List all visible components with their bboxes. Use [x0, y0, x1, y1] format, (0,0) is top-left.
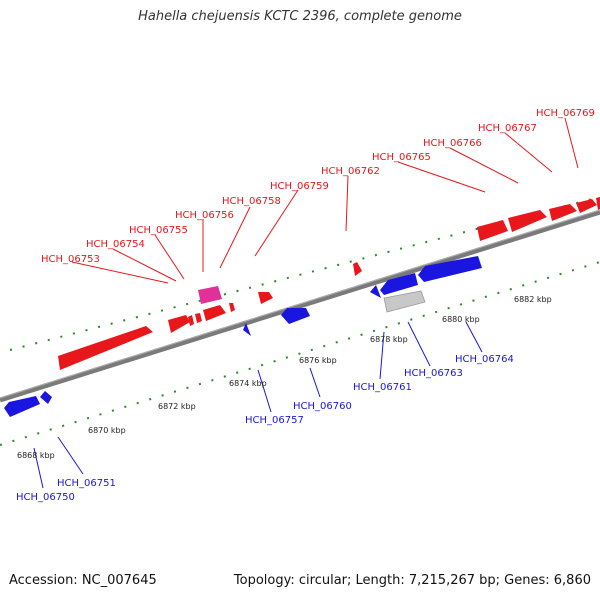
- gene-label-hch-06763: HCH_06763: [404, 368, 463, 379]
- accession-text: Accession: NC_007645: [9, 573, 157, 588]
- gene-arrow: [40, 391, 52, 404]
- gene-arrow: [258, 292, 273, 304]
- gene-arrow: [370, 285, 381, 298]
- reverse-strand-features: [4, 256, 482, 417]
- gene-arrow: [380, 273, 418, 295]
- tick-label: 6878 kbp: [370, 335, 408, 344]
- reverse-callout-lines: [33, 321, 483, 489]
- gene-arrow: [168, 315, 190, 333]
- gene-label-hch-06757: HCH_06757: [245, 415, 304, 426]
- tick-label: 6868 kbp: [17, 451, 55, 460]
- gene-label-hch-06753: HCH_06753: [41, 254, 100, 265]
- gene-label-hch-06755: HCH_06755: [129, 225, 188, 236]
- gene-arrow: [4, 396, 40, 417]
- gene-arrow: [353, 262, 362, 276]
- tick-track-reverse: [0, 261, 600, 446]
- tick-label: 6880 kbp: [442, 315, 480, 324]
- gene-label-hch-06751: HCH_06751: [57, 478, 116, 489]
- map-title: Hahella chejuensis KCTC 2396, complete g…: [138, 9, 462, 24]
- gene-label-hch-06765: HCH_06765: [372, 152, 431, 163]
- gene-arrow: [549, 204, 577, 221]
- forward-gene-labels: HCH_06753 HCH_06754 HCH_06755 HCH_06756 …: [41, 108, 595, 265]
- gene-arrow: [477, 220, 508, 241]
- gene-label-hch-06750: HCH_06750: [16, 492, 75, 503]
- genome-backbone: [0, 209, 600, 403]
- forward-strand-features: [58, 197, 600, 370]
- reverse-gene-labels: HCH_06750 HCH_06751 HCH_06757 HCH_06760 …: [16, 354, 514, 503]
- gene-label-hch-06760: HCH_06760: [293, 401, 352, 412]
- gene-arrow: [243, 323, 251, 336]
- gene-arrow: [229, 303, 235, 312]
- gene-label-hch-06762: HCH_06762: [321, 166, 380, 177]
- gene-label-hch-06766: HCH_06766: [423, 138, 482, 149]
- gene-arrow: [195, 313, 202, 323]
- gene-label-hch-06767: HCH_06767: [478, 123, 537, 134]
- gene-arrow: [576, 199, 597, 213]
- tick-label: 6872 kbp: [158, 402, 196, 411]
- gene-arrow: [418, 256, 482, 282]
- tick-label: 6882 kbp: [514, 295, 552, 304]
- tick-label: 6876 kbp: [299, 356, 337, 365]
- gene-arrow: [58, 326, 153, 370]
- gene-label-hch-06758: HCH_06758: [222, 196, 281, 207]
- tick-labels: 6868 kbp 6870 kbp 6872 kbp 6874 kbp 6876…: [17, 295, 552, 460]
- gene-arrow: [281, 308, 310, 324]
- gene-arrow: [188, 315, 194, 326]
- gene-arrow: [596, 197, 600, 210]
- genome-summary-text: Topology: circular; Length: 7,215,267 bp…: [233, 573, 591, 588]
- tick-label: 6870 kbp: [88, 426, 126, 435]
- gene-label-hch-06754: HCH_06754: [86, 239, 145, 250]
- forward-callout-lines: [71, 117, 579, 284]
- gene-arrow: [203, 305, 226, 321]
- gene-arrow: [508, 210, 547, 232]
- gene-label-hch-06759: HCH_06759: [270, 181, 329, 192]
- tick-label: 6874 kbp: [229, 379, 267, 388]
- gene-label-hch-06756: HCH_06756: [175, 210, 234, 221]
- gene-label-hch-06769: HCH_06769: [536, 108, 595, 119]
- gene-label-hch-06761: HCH_06761: [353, 382, 412, 393]
- gene-label-hch-06764: HCH_06764: [455, 354, 514, 365]
- rna-feature: [198, 286, 222, 304]
- pseudo-feature: [383, 290, 426, 313]
